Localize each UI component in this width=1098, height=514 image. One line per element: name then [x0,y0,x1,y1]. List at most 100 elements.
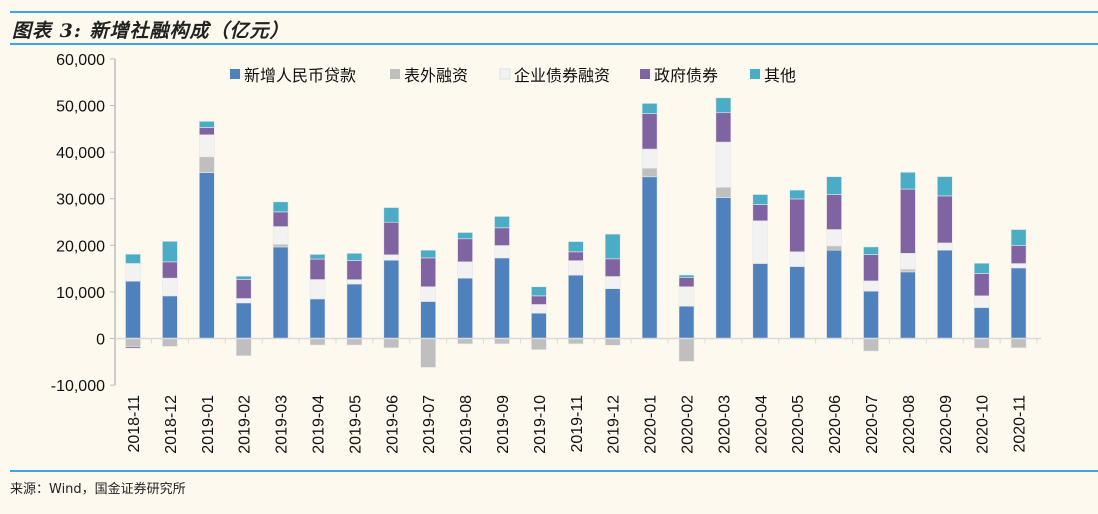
bar-segment-3 [383,254,400,261]
legend-label: 企业债券融资 [514,66,610,85]
bar-segment-5 [162,241,178,263]
bar-segment-4 [752,204,769,222]
bar-segment-1 [604,288,621,339]
bar-segment-5 [678,274,695,278]
bar-segment-5 [1010,229,1027,246]
x-tick-label: 2019-03 [274,395,291,454]
x-tick-label: 2020-10 [975,395,992,454]
bar-segment-3 [531,304,547,314]
bar-segment-3 [863,280,879,292]
bar-segment-5 [383,207,400,223]
bar-segment-4 [936,195,953,244]
bar-segment-3 [309,279,326,300]
bar-segment-1 [715,197,732,339]
bar-segment-4 [678,277,695,288]
bar-segment-3 [457,261,473,279]
bar-segment-3 [678,286,695,307]
bar-segment-4 [1010,245,1027,264]
bar-segment-3 [826,229,842,247]
x-tick-label: 2019-07 [421,395,438,454]
bar-segment-4 [272,211,289,227]
bar-segment-3 [936,242,953,251]
bar-segment-3 [162,277,178,297]
bar-segment-4 [235,279,252,299]
bar-segment-2 [420,338,437,368]
bar-segment-5 [457,232,473,240]
x-tick-label: 2020-09 [938,395,955,454]
x-tick-label: 2020-11 [1012,395,1029,453]
bar-segment-1 [383,259,400,339]
bar-segment-5 [420,249,437,259]
bar-segment-2 [457,338,473,345]
bar-segment-5 [715,97,732,114]
x-tick-label: 2019-10 [532,395,549,454]
bar-segment-1 [789,266,806,339]
x-tick-label: 2020-07 [864,395,881,454]
x-tick-label: 2019-06 [384,395,401,454]
bar-segment-2 [199,156,215,173]
bar-segment-1 [752,263,769,339]
bar-segment-1 [346,283,363,339]
bar-segment-3 [641,148,658,169]
bar-segment-1 [494,257,510,339]
bar-segment-4 [494,227,510,246]
source-note: 来源：Wind，国金证券研究所 [10,482,186,497]
bar-segment-1 [641,176,658,339]
bar-segment-1 [973,307,990,339]
bar-segment-4 [457,238,473,263]
x-tick-label: 2019-11 [569,395,586,453]
bar-segment-1 [420,301,437,339]
bar-segment-1 [863,290,879,339]
y-tick-label: -10,000 [51,378,105,395]
bar-segment-1 [125,280,141,339]
y-tick-label: 20,000 [56,238,105,255]
bar-segment-1 [900,271,916,339]
title-bottom-rule [10,43,1098,45]
bar-segment-2 [641,167,658,178]
bar-segment-3 [272,226,289,245]
bar-segment-1 [826,249,842,339]
bar-segment-3 [567,260,584,276]
bar-segment-4 [162,261,178,279]
y-tick-label: 50,000 [56,99,105,116]
bar-segment-2 [567,338,584,345]
source-rule [10,470,1098,472]
bar-segment-5 [789,189,806,200]
y-tick-label: 40,000 [56,145,105,162]
legend-label: 新增人民币贷款 [244,66,356,85]
x-tick-label: 2019-01 [200,395,217,454]
bar-segment-3 [420,286,437,302]
x-tick-label: 2018-12 [163,395,180,454]
x-tick-label: 2020-05 [790,395,807,454]
legend-label: 表外融资 [404,66,468,85]
bar-segment-2 [531,338,547,350]
bar-segment-5 [531,286,547,297]
bar-segment-3 [789,251,806,267]
bar-segment-1 [309,298,326,339]
bar-segment-1 [272,246,289,339]
bar-segment-5 [604,233,621,260]
x-tick-label: 2019-02 [237,395,254,454]
bar-segment-4 [900,188,916,254]
bar-segment-3 [494,245,510,259]
bar-segment-2 [900,268,916,273]
bar-segment-5 [309,254,326,260]
figure-title: 图表 3: 新增社融构成（亿元） [12,20,290,42]
bar-segment-5 [272,201,289,213]
x-tick-label: 2019-04 [311,395,328,454]
bar-segment-4 [641,113,658,150]
bar-segment-3 [346,279,363,285]
bar-segment-4 [199,127,215,136]
x-tick-label: 2018-11 [126,395,143,453]
bar-segment-1 [162,295,178,339]
bar-segment-4 [383,221,400,256]
bar-segment-2 [678,338,695,362]
y-tick-label: 10,000 [56,285,105,302]
bar-segment-1 [457,277,473,339]
bar-segment-3 [235,298,252,304]
bar-segment-1 [235,302,252,339]
bar-segment-5 [567,241,584,253]
y-tick-label: 30,000 [56,192,105,209]
bar-segment-5 [752,194,769,205]
